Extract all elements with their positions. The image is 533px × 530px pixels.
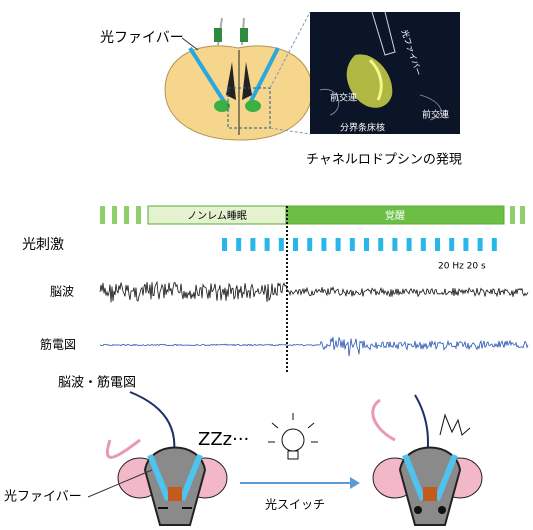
state-bar [100, 205, 525, 225]
stim-pulse [378, 238, 384, 251]
stim-pulse [222, 238, 227, 251]
row-label: 光刺激 [22, 236, 64, 253]
recording-label: 脳波・筋電図 [58, 375, 136, 391]
stim-pulse [307, 238, 313, 251]
switch-label: 光スイッチ [265, 498, 325, 512]
sleep-sound: ZZz··· [198, 429, 249, 450]
stim-pulse [335, 238, 341, 251]
mouse-awake [371, 398, 483, 526]
arrow-head [350, 477, 360, 489]
micrograph [310, 11, 460, 134]
inset-label: 前交連 [330, 92, 357, 104]
fiber-label-bottom: 光ファイバー [4, 490, 82, 505]
brain-section [164, 11, 313, 141]
light-bulb [268, 413, 318, 460]
stim-pulse [264, 238, 270, 251]
stim-pulse [477, 238, 483, 251]
stim-pulse [349, 238, 355, 251]
stim-pulse [463, 238, 469, 251]
stim-pulse [293, 238, 298, 251]
inset-label: 前交連 [422, 109, 449, 121]
mouse-sleeping [105, 438, 228, 526]
row-label: 脳波 [50, 285, 74, 299]
stim-pulse [449, 238, 455, 251]
stim-note: 20 Hz 20 s [438, 262, 486, 272]
stim-pulse [250, 238, 256, 251]
stim-pulse [406, 238, 412, 251]
stim-pulse [420, 238, 426, 251]
leader [87, 469, 153, 498]
row-label: 筋電図 [40, 337, 76, 352]
eeg-trace [99, 280, 529, 303]
stim-pulses [222, 238, 497, 251]
leader [181, 37, 199, 51]
state-label: 覚醒 [385, 209, 405, 222]
stim-pulse [278, 238, 284, 251]
state-label: ノンレム睡眠 [187, 209, 247, 222]
fiber-label: 光ファイバー [100, 30, 184, 46]
emg-trace [99, 336, 529, 357]
inset-label: 分界条床核 [340, 122, 385, 134]
stim-pulse [435, 238, 440, 251]
stim-pulse [491, 238, 497, 251]
stim-pulse [236, 238, 242, 251]
caption: チャネルロドプシンの発現 [306, 153, 462, 168]
stim-pulse [364, 238, 369, 251]
stim-pulse [392, 238, 398, 251]
stim-pulse [321, 238, 327, 251]
